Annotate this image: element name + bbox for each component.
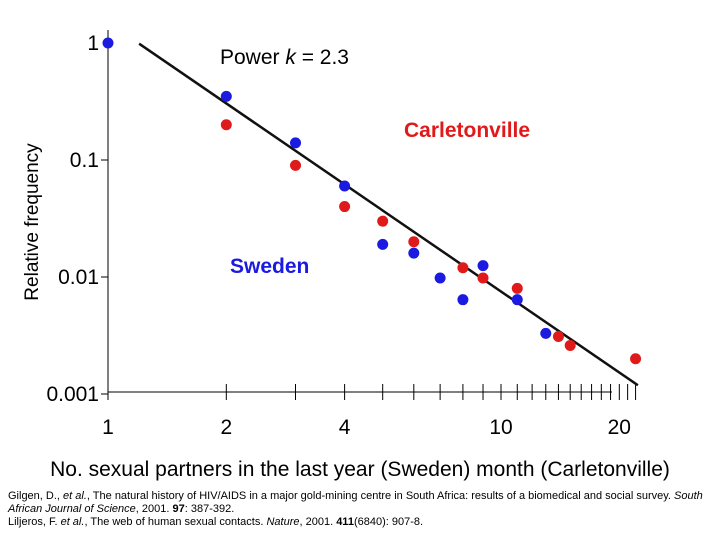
carletonville-point-8 (511, 282, 523, 294)
y-axis-title: Relative frequency (22, 143, 43, 301)
carletonville-point-4 (377, 215, 389, 227)
sweden-point-5 (377, 238, 389, 250)
labels-group: Power k = 2.3 Carletonville Sweden (220, 46, 530, 278)
references: Gilgen, D., et al., The natural history … (8, 490, 708, 529)
carletonville-point-2 (290, 159, 302, 171)
sweden-point-4 (339, 180, 351, 192)
y-tick-label-0.1: 0.1 (70, 149, 99, 172)
sweden-point-6 (408, 247, 420, 259)
carletonville-point-7 (477, 272, 489, 284)
x-axis-ticks: 1 2 4 10 20 (102, 384, 637, 439)
fit-line (138, 42, 639, 387)
y-tick-label-0.01: 0.01 (58, 266, 99, 289)
sweden-point-11 (540, 327, 552, 339)
carletonville-point-11 (630, 353, 642, 365)
series-label-sweden: Sweden (230, 255, 309, 278)
reference-1: Gilgen, D., et al., The natural history … (8, 490, 703, 515)
sweden-point-10 (511, 294, 523, 306)
carletonville-point-6 (457, 262, 469, 274)
sweden-point-9 (477, 260, 489, 272)
reference-2: Liljeros, F. et al., The web of human se… (8, 516, 424, 528)
carletonville-point-3 (339, 201, 351, 213)
series-label-carletonville: Carletonville (404, 119, 530, 142)
y-tick-label-0.001: 0.001 (46, 383, 99, 406)
x-tick-label-2: 2 (220, 416, 232, 439)
sweden-point-3 (290, 137, 302, 149)
x-axis-title: No. sexual partners in the last year (Sw… (50, 458, 670, 481)
carletonville-point-1 (220, 119, 232, 131)
x-tick-label-1: 1 (102, 416, 114, 439)
x-tick-label-4: 4 (339, 416, 351, 439)
carletonville-point-9 (552, 331, 564, 343)
x-tick-label-20: 20 (608, 416, 631, 439)
x-tick-label-10: 10 (489, 416, 512, 439)
y-axis-ticks: 1 0.1 0.01 0.001 Relative frequency (22, 32, 108, 406)
sweden-point-2 (220, 90, 232, 102)
sweden-point-8 (457, 294, 469, 306)
points-group (102, 37, 642, 365)
sweden-point-1 (102, 37, 114, 49)
fit-line-group (138, 42, 639, 387)
sweden-point-7 (434, 272, 446, 284)
carletonville-point-10 (564, 339, 576, 351)
y-tick-label-1: 1 (87, 32, 99, 55)
carletonville-point-5 (408, 236, 420, 248)
fit-annotation: Power k = 2.3 (220, 46, 349, 69)
